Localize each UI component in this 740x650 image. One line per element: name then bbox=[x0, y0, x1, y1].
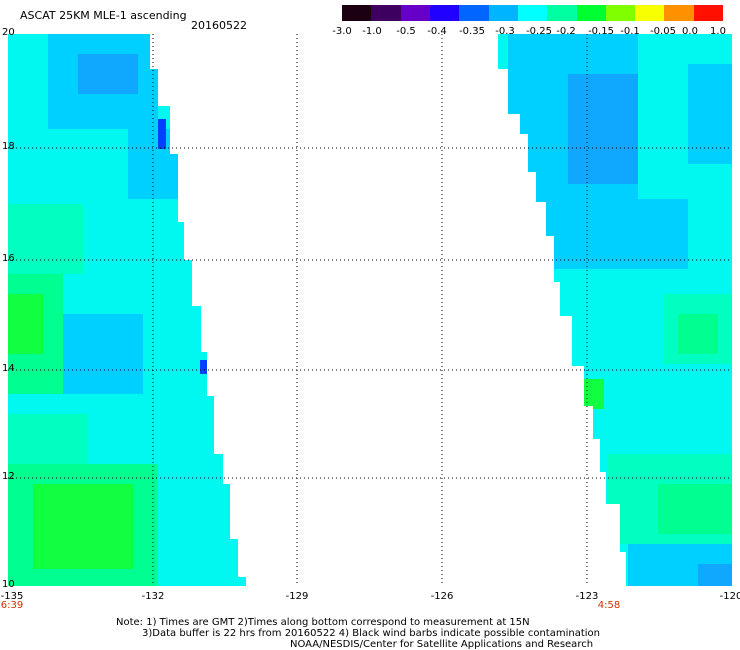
map-date: 20160522 bbox=[191, 19, 247, 32]
gridlines bbox=[8, 34, 732, 586]
time-label: 6:39 bbox=[0, 600, 24, 611]
colorbar-swatch bbox=[517, 5, 548, 21]
colorbar-swatch bbox=[693, 5, 724, 21]
x-tick-label: -123 bbox=[575, 591, 599, 602]
colorbar-swatch bbox=[664, 5, 694, 21]
colorbar-label: 0.0 bbox=[682, 26, 698, 37]
x-tick-label: -132 bbox=[141, 591, 165, 602]
y-tick-label: 18 bbox=[2, 141, 15, 152]
colorbar-label: -3.0 bbox=[332, 26, 352, 37]
colorbar-label: -0.4 bbox=[427, 26, 447, 37]
swath-cell bbox=[688, 64, 732, 164]
colorbar-label: -0.05 bbox=[650, 26, 676, 37]
y-tick-label: 16 bbox=[2, 253, 15, 264]
swath-cell bbox=[78, 54, 138, 94]
colorbar-label: 1.0 bbox=[710, 26, 726, 37]
x-tick-label: -129 bbox=[285, 591, 309, 602]
colorbar-label: -0.2 bbox=[556, 26, 576, 37]
swath-cell bbox=[698, 564, 732, 586]
swath-cell bbox=[8, 204, 83, 274]
note-line-2: 3)Data buffer is 22 hrs from 20160522 4)… bbox=[142, 628, 600, 639]
swath-cell bbox=[658, 484, 732, 534]
colorbar-label: -0.5 bbox=[396, 26, 416, 37]
note-line-1: Note: 1) Times are GMT 2)Times along bot… bbox=[116, 617, 530, 628]
x-tick-label: -126 bbox=[430, 591, 454, 602]
colorbar-swatch bbox=[488, 5, 518, 21]
colorbar-swatch bbox=[400, 5, 430, 21]
colorbar-label: -0.25 bbox=[526, 26, 552, 37]
x-tick-label: -135 bbox=[0, 591, 24, 602]
swath-cell bbox=[200, 360, 207, 374]
colorbar-swatch bbox=[371, 5, 401, 21]
colorbar bbox=[342, 5, 724, 21]
swath-cell bbox=[63, 314, 143, 394]
colorbar-label: -0.3 bbox=[495, 26, 515, 37]
colorbar-swatch bbox=[635, 5, 665, 21]
colorbar-swatch bbox=[605, 5, 636, 21]
y-tick-label: 14 bbox=[2, 363, 15, 374]
colorbar-swatch bbox=[342, 5, 372, 21]
colorbar-label: -1.0 bbox=[362, 26, 382, 37]
colorbar-label: -0.35 bbox=[459, 26, 485, 37]
y-tick-label: 10 bbox=[2, 579, 15, 590]
y-tick-label: 20 bbox=[2, 27, 15, 38]
note-line-3: NOAA/NESDIS/Center for Satellite Applica… bbox=[290, 639, 594, 650]
swath-cell bbox=[584, 379, 604, 409]
colorbar-swatch bbox=[429, 5, 460, 21]
colorbar-swatch bbox=[459, 5, 489, 21]
swath-cell bbox=[158, 479, 238, 586]
swath-cell bbox=[158, 119, 166, 149]
time-label: 4:58 bbox=[597, 600, 621, 611]
colorbar-swatch bbox=[576, 5, 606, 21]
swath-cell bbox=[8, 294, 43, 354]
swath-right bbox=[498, 34, 732, 586]
swath-left bbox=[8, 34, 246, 586]
y-tick-label: 12 bbox=[2, 471, 15, 482]
swath-cell bbox=[128, 129, 178, 199]
colorbar-label: -0.15 bbox=[588, 26, 614, 37]
colorbar-label: -0.1 bbox=[620, 26, 640, 37]
map-title: ASCAT 25KM MLE-1 ascending bbox=[20, 9, 187, 22]
colorbar-swatch bbox=[547, 5, 577, 21]
swath-cell bbox=[568, 74, 638, 184]
swath-cell bbox=[538, 199, 688, 269]
map-plot bbox=[8, 34, 732, 586]
swath-cell bbox=[678, 314, 718, 354]
x-tick-label: -120 bbox=[719, 591, 740, 602]
swath-cell bbox=[33, 484, 133, 569]
